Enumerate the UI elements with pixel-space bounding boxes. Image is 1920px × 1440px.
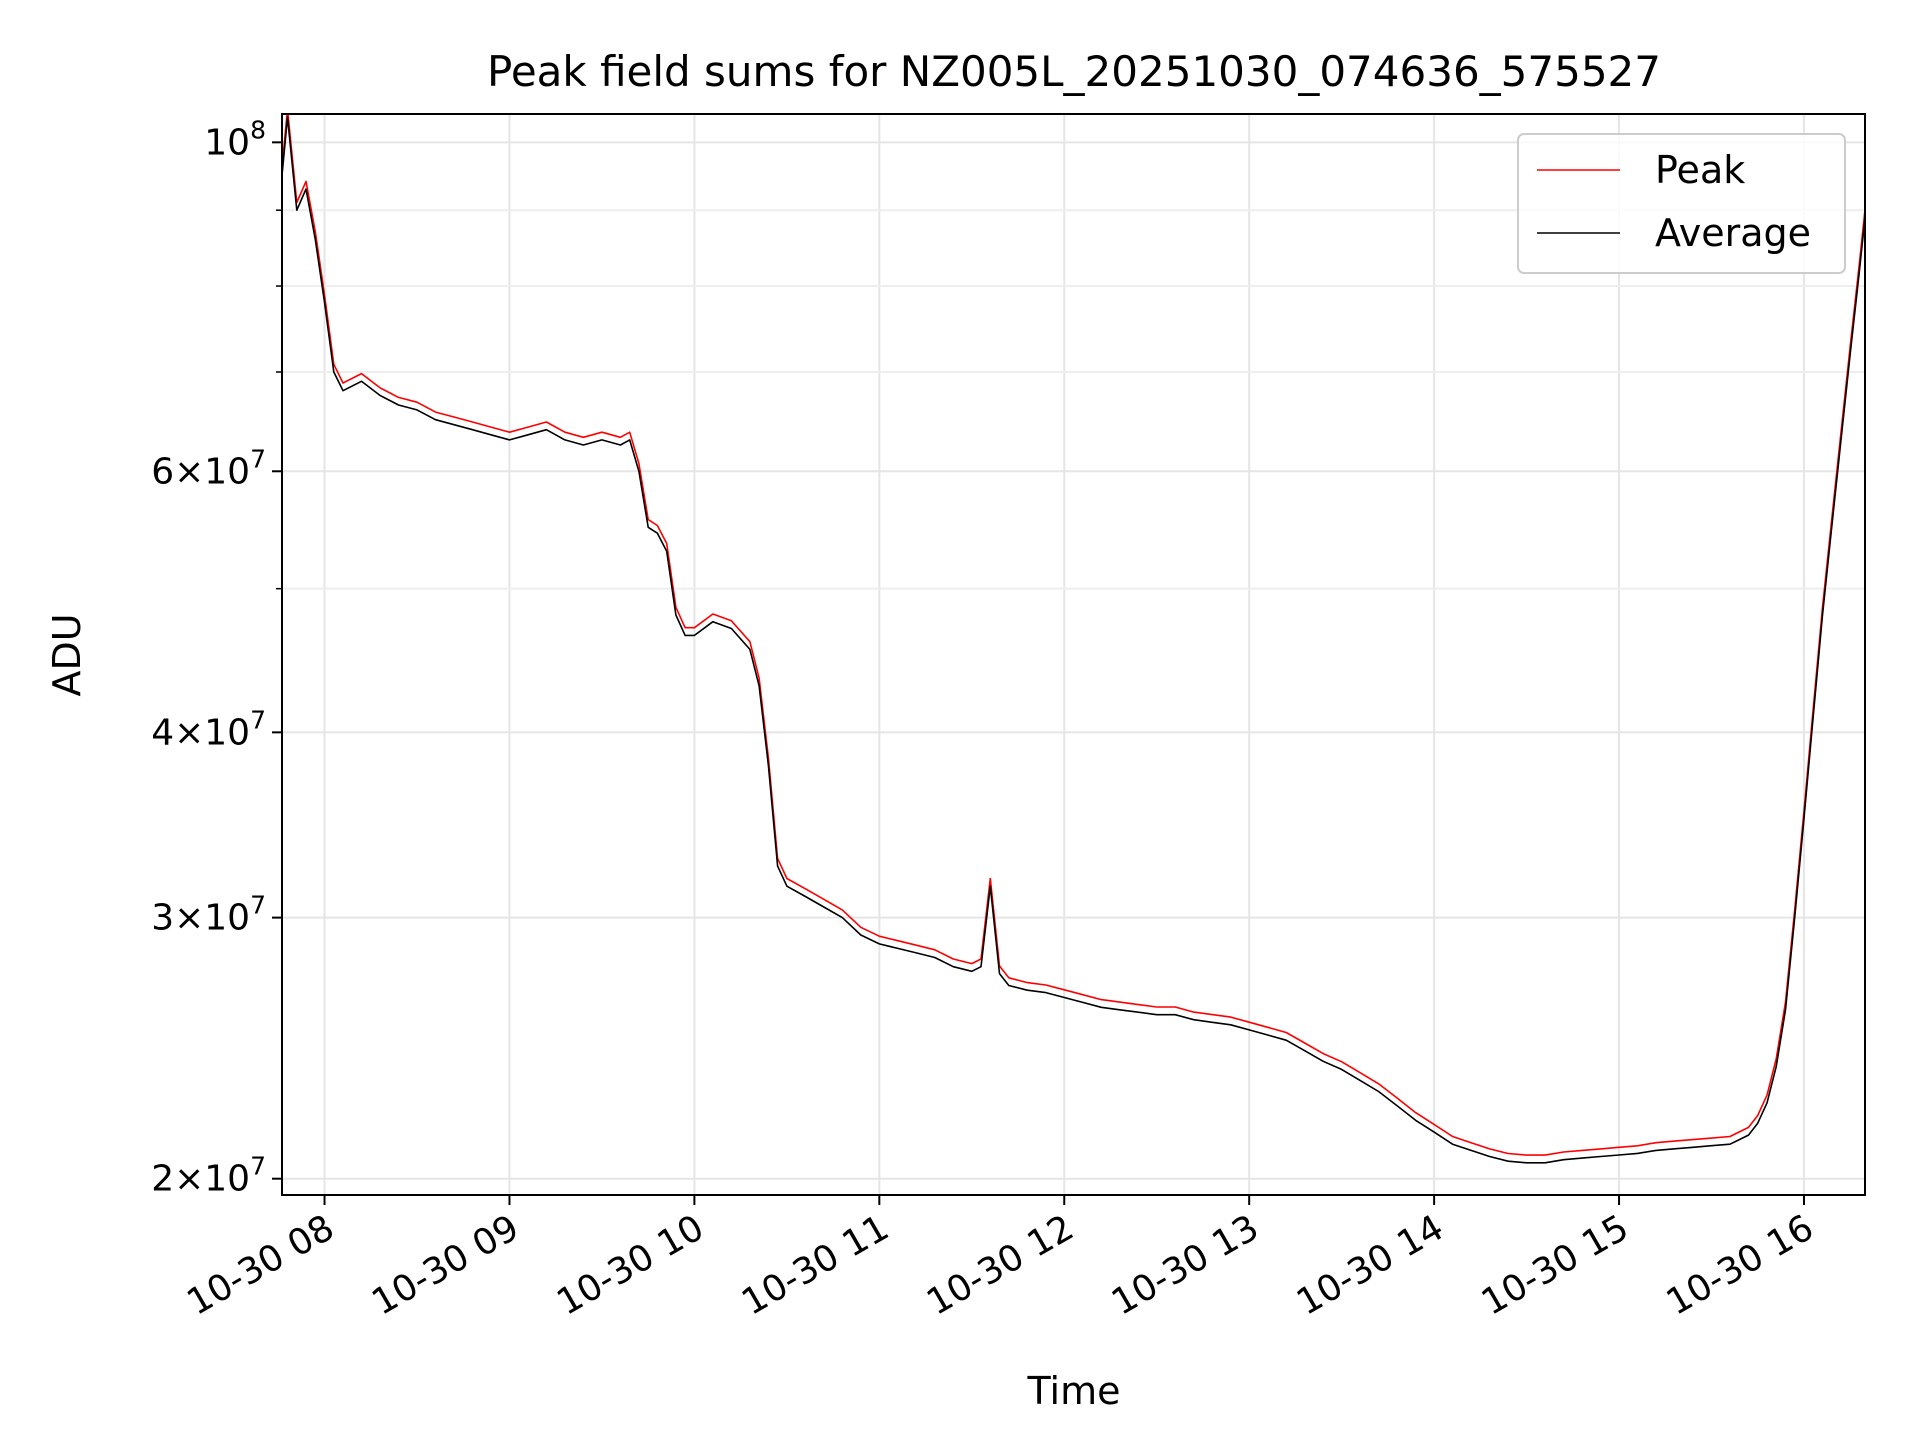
y-tick-label-base: 2×10	[151, 1159, 250, 1200]
x-tick-label: 10-30 14	[1290, 1207, 1451, 1323]
y-tick-label-exponent: 8	[250, 115, 266, 144]
y-tick-label-exponent: 7	[250, 705, 266, 734]
y-tick-label: 6×107	[151, 444, 266, 492]
x-tick-label: 10-30 16	[1660, 1207, 1821, 1323]
y-tick-label-exponent: 7	[250, 1152, 266, 1181]
y-tick-label: 3×107	[151, 891, 266, 939]
y-axis-label: ADU	[45, 613, 89, 696]
x-tick-label: 10-30 09	[365, 1207, 526, 1323]
y-tick-label: 108	[204, 115, 266, 163]
legend-peak-label: Peak	[1655, 148, 1745, 192]
plot-background	[282, 114, 1865, 1195]
x-tick-label: 10-30 12	[920, 1207, 1081, 1323]
y-tick-label: 2×107	[151, 1152, 266, 1200]
x-tick-label: 10-30 13	[1105, 1207, 1266, 1323]
series-lines	[282, 114, 1865, 1164]
x-tick-label: 10-30 11	[735, 1207, 896, 1323]
legend-box	[1517, 133, 1846, 274]
y-tick-label-base: 6×10	[151, 451, 250, 492]
y-tick-label-exponent: 7	[250, 891, 266, 920]
x-axis: 10-30 08 10-30 09 10-30 10 10-30 11 10-30 12…	[180, 1195, 1820, 1324]
x-tick-label: 10-30 15	[1475, 1207, 1636, 1323]
x-tick-label: 10-30 08	[180, 1207, 341, 1323]
y-tick-label-base: 4×10	[151, 712, 250, 753]
plot-frame	[281, 113, 1866, 1196]
series-line-peak	[282, 114, 1865, 1156]
x-tick-label: 10-30 10	[550, 1207, 711, 1323]
y-gridlines	[282, 141, 1865, 1180]
y-tick-label-base: 10	[204, 122, 250, 163]
legend-average-label: Average	[1655, 211, 1811, 255]
chart-title: Peak field sums for NZ005L_20251030_0746…	[487, 47, 1661, 96]
plot-area	[281, 113, 1866, 1196]
y-tick-label-base: 3×10	[151, 898, 250, 939]
y-tick-label: 4×107	[151, 705, 266, 753]
series-line-average	[282, 116, 1865, 1164]
x-axis-label: Time	[1027, 1369, 1121, 1413]
legend: Peak Average	[1517, 133, 1846, 274]
y-tick-label-exponent: 7	[250, 444, 266, 473]
